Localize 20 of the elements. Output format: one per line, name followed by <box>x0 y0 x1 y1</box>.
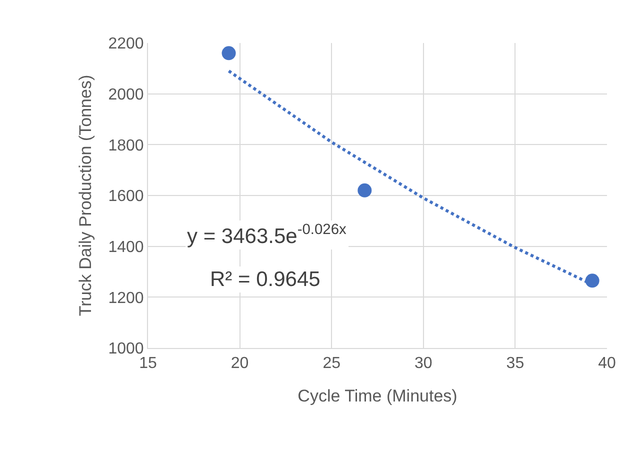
point <box>585 274 600 288</box>
x-tick-label: 30 <box>414 355 432 372</box>
x-tick-label: 25 <box>322 355 341 372</box>
y-tick-label: 1400 <box>108 238 144 256</box>
y-tick-label: 1600 <box>108 188 144 206</box>
y-tick-label: 1200 <box>108 290 144 307</box>
y-tick-label: 2200 <box>108 36 144 53</box>
y-tick-label: 1800 <box>108 137 144 154</box>
y-axis-title: Truck Daily Production (Tonnes) <box>76 74 95 316</box>
point <box>358 183 372 198</box>
point <box>222 46 236 60</box>
annotation: y = 3463.5e$^{-0.026x}$ <box>187 222 347 248</box>
x-tick-label: 35 <box>506 355 524 372</box>
x-tick-label: 40 <box>598 355 616 372</box>
x-tick-label: 20 <box>230 355 249 372</box>
annotation: R² = 0.9645 <box>210 268 320 291</box>
y-tick-label: 1000 <box>108 340 144 358</box>
x-axis-title: Cycle Time (Minutes) <box>298 386 458 406</box>
y-tick-label: 2000 <box>108 86 144 104</box>
x-tick-label: 15 <box>139 355 157 372</box>
